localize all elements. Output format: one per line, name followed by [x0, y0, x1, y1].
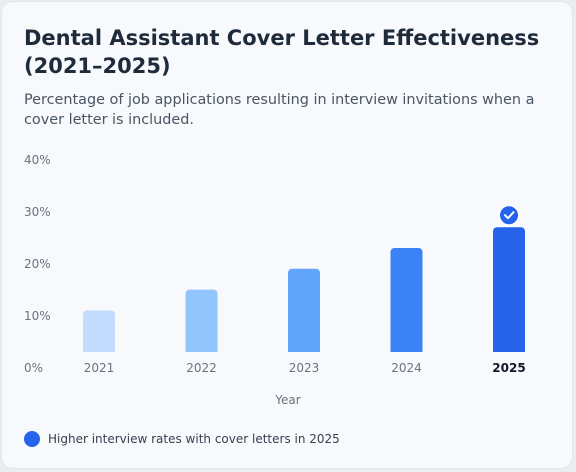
legend-swatch	[24, 431, 40, 447]
x-tick-label: 2022	[186, 361, 217, 375]
y-tick-label: 0%	[24, 361, 43, 375]
bar	[390, 248, 423, 356]
check-icon	[504, 211, 515, 220]
y-tick-label: 10%	[24, 309, 51, 323]
highlight-badge	[498, 204, 520, 227]
y-tick-label: 40%	[24, 153, 51, 167]
legend: Higher interview rates with cover letter…	[24, 431, 340, 447]
y-tick-label: 30%	[24, 205, 51, 219]
chart-title: Dental Assistant Cover Letter Effectiven…	[24, 26, 540, 78]
y-tick-label: 20%	[24, 257, 51, 271]
legend-label: Higher interview rates with cover letter…	[48, 432, 340, 446]
bar	[83, 310, 115, 356]
chart-subtitle: Percentage of job applications resulting…	[24, 92, 535, 128]
x-tick-label: 2021	[84, 361, 115, 375]
bar	[185, 289, 218, 356]
x-axis-title: Year	[274, 393, 300, 407]
x-tick-label: 2024	[391, 361, 422, 375]
bar	[288, 268, 320, 356]
x-tick-label: 2023	[289, 361, 320, 375]
bar-baseline-mask	[60, 352, 540, 358]
x-tick-label: 2025	[492, 361, 525, 375]
bar	[493, 227, 525, 356]
